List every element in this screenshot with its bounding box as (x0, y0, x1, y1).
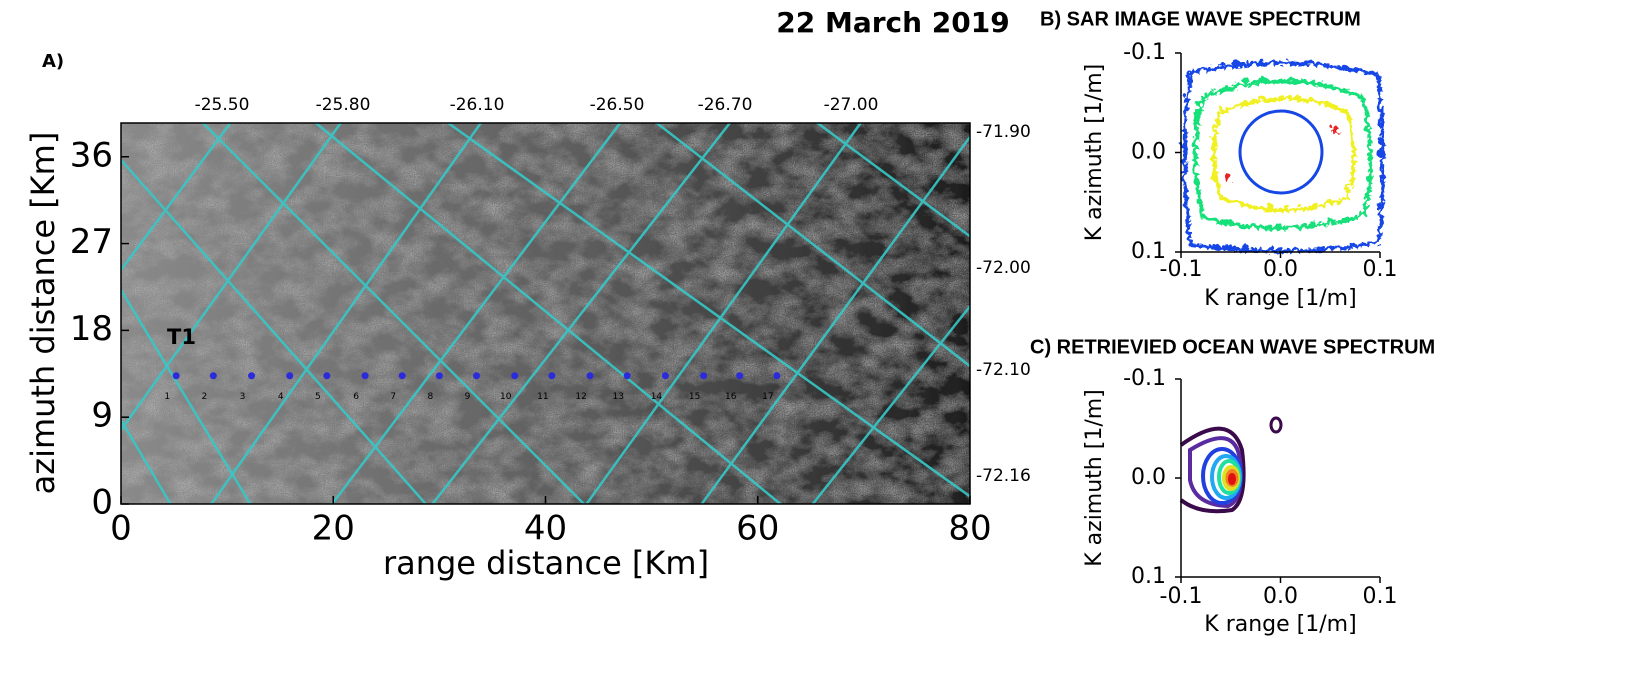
y-tick-label: 0 (91, 483, 113, 523)
y-tick-label: 0.1 (1131, 239, 1166, 264)
track-point-label: 10 (500, 392, 512, 402)
track-point-label: 2 (201, 392, 207, 402)
x-tick-label: 0.0 (1263, 584, 1298, 609)
track-point-label: 14 (651, 392, 663, 402)
track-point-label: 8 (428, 392, 434, 402)
y-tick-label: -0.1 (1123, 366, 1166, 391)
track-point-label: 11 (537, 392, 548, 402)
longitude-label: -26.70 (698, 95, 753, 115)
track-point (209, 372, 217, 380)
track-point (473, 372, 481, 380)
y-axis-label: K azimuth [1/m] (1082, 389, 1107, 567)
y-tick-label: 18 (70, 309, 113, 349)
latitude-label: -72.10 (976, 360, 1031, 380)
longitude-label: -26.50 (590, 95, 645, 115)
longitude-label: -26.10 (450, 95, 505, 115)
panel-label: A) (42, 51, 64, 72)
y-tick-label: 27 (70, 222, 113, 262)
y-tick-label: 0.0 (1131, 140, 1166, 165)
x-axis-label: K range [1/m] (1204, 286, 1356, 311)
panel-title: B) SAR IMAGE WAVE SPECTRUM (1040, 8, 1361, 30)
track-point (661, 372, 669, 380)
x-axis-label: range distance [Km] (383, 544, 709, 582)
track-point (548, 372, 556, 380)
ocean-spectrum-contours (1179, 416, 1283, 514)
x-tick-label: 80 (948, 509, 991, 549)
track-point (435, 372, 443, 380)
x-tick-label: 0.0 (1263, 257, 1298, 282)
y-tick-label: 36 (70, 135, 113, 175)
track-point (586, 372, 594, 380)
track-point-label: 1 (164, 392, 170, 402)
x-axis-label: K range [1/m] (1204, 612, 1356, 637)
track-point-label: 13 (612, 392, 623, 402)
track-point-label: 3 (240, 392, 246, 402)
latitude-label: -72.00 (976, 258, 1031, 278)
longitude-label: -25.50 (195, 95, 250, 115)
y-tick-label: 0.0 (1131, 465, 1166, 490)
latitude-label: -72.16 (976, 466, 1031, 486)
x-tick-label: 0 (110, 509, 132, 549)
longitude-label: -27.00 (824, 95, 879, 115)
y-axis-label: azimuth distance [Km] (24, 132, 62, 495)
center-mask (1238, 109, 1324, 195)
track-point-label: 15 (689, 392, 700, 402)
track-point-label: 16 (725, 392, 737, 402)
track-point (172, 372, 180, 380)
sar-image (121, 123, 970, 504)
track-point (323, 372, 331, 380)
track-point-label: 5 (315, 392, 321, 402)
track-point (623, 372, 631, 380)
track-name: T1 (167, 325, 196, 349)
track-point-label: 12 (575, 392, 586, 402)
x-tick-label: 20 (312, 509, 355, 549)
track-point (700, 372, 708, 380)
x-tick-label: -0.1 (1160, 257, 1203, 282)
figure-title: 22 March 2019 (776, 6, 1010, 39)
track-point (511, 372, 519, 380)
longitude-label: -25.80 (316, 95, 371, 115)
sar-spectrum-contours (1180, 58, 1383, 251)
x-tick-label: 0.1 (1363, 257, 1398, 282)
track-point (361, 372, 369, 380)
y-axis-label: K azimuth [1/m] (1082, 64, 1107, 242)
track-point (773, 372, 781, 380)
x-tick-label: 0.1 (1363, 584, 1398, 609)
track-point (248, 372, 256, 380)
track-point-label: 4 (278, 392, 284, 402)
x-tick-label: 60 (736, 509, 779, 549)
x-tick-label: 40 (524, 509, 567, 549)
track-point-label: 6 (353, 392, 359, 402)
y-tick-label: 9 (91, 396, 113, 436)
track-point-label: 7 (390, 392, 396, 402)
track-point-label: 9 (465, 392, 471, 402)
x-tick-label: -0.1 (1160, 584, 1203, 609)
track-point (398, 372, 406, 380)
y-tick-label: -0.1 (1123, 40, 1166, 65)
track-point (286, 372, 294, 380)
panel-title: C) RETRIEVIED OCEAN WAVE SPECTRUM (1030, 336, 1435, 358)
y-tick-label: 0.1 (1131, 564, 1166, 589)
track-point-label: 17 (762, 392, 773, 402)
track-point (736, 372, 744, 380)
latitude-label: -71.90 (976, 122, 1031, 142)
